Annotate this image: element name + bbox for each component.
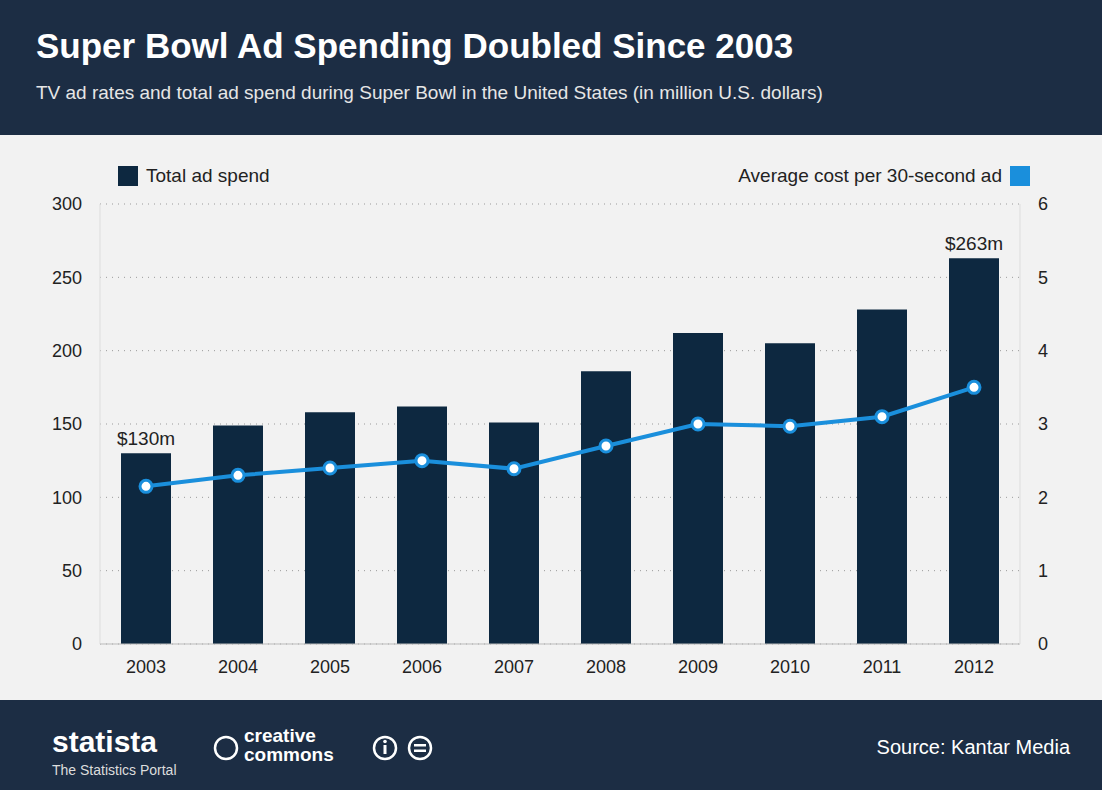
html-text:Total ad spend: Total ad spend <box>146 165 270 186</box>
svg-text:150: 150 <box>52 414 82 434</box>
html-text:Source: Kantar Media: Source: Kantar Media <box>876 736 1070 758</box>
svg-text:2005: 2005 <box>310 657 350 677</box>
html-text:Average cost per 30-second ad: Average cost per 30-second ad <box>738 165 1002 186</box>
svg-text:2003: 2003 <box>126 657 166 677</box>
svg-text:0: 0 <box>1038 634 1048 654</box>
html-text:TV ad rates and total ad spend: TV ad rates and total ad spend during Su… <box>36 82 823 103</box>
svg-text:250: 250 <box>52 268 82 288</box>
svg-text:$130m: $130m <box>117 428 175 449</box>
svg-text:2: 2 <box>1038 488 1048 508</box>
svg-text:1: 1 <box>1038 561 1048 581</box>
svg-text:2004: 2004 <box>218 657 258 677</box>
svg-text:4: 4 <box>1038 341 1048 361</box>
svg-text:3: 3 <box>1038 414 1048 434</box>
svg-text:100: 100 <box>52 488 82 508</box>
svg-text:50: 50 <box>62 561 82 581</box>
svg-text:2008: 2008 <box>586 657 626 677</box>
html-text:Super Bowl Ad Spending Doubled: Super Bowl Ad Spending Doubled Since 200… <box>36 26 794 65</box>
svg-text:2010: 2010 <box>770 657 810 677</box>
svg-text:2007: 2007 <box>494 657 534 677</box>
svg-text:2006: 2006 <box>402 657 442 677</box>
html-text:statista: statista <box>52 725 157 758</box>
svg-text:6: 6 <box>1038 194 1048 214</box>
svg-text:2012: 2012 <box>954 657 994 677</box>
svg-text:300: 300 <box>52 194 82 214</box>
svg-text:5: 5 <box>1038 268 1048 288</box>
svg-text:2009: 2009 <box>678 657 718 677</box>
svg-text:200: 200 <box>52 341 82 361</box>
html-text:creative commons: creative commons <box>244 725 334 765</box>
html-text:The Statistics Portal: The Statistics Portal <box>52 762 177 778</box>
svg-text:0: 0 <box>72 634 82 654</box>
svg-text:$263m: $263m <box>945 233 1003 254</box>
svg-text:2011: 2011 <box>863 657 902 677</box>
